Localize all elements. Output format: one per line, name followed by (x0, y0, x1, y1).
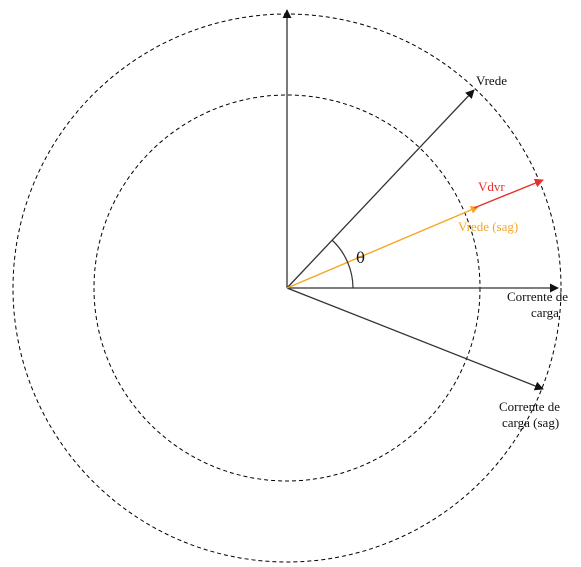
corrente-carga-sag-arrow (286, 287, 544, 391)
vdvr-label: Vdvr (478, 179, 505, 194)
theta-label: θ (356, 249, 365, 267)
vrede-label: Vrede (476, 73, 507, 88)
vrede-sag-arrow (286, 206, 479, 289)
vrede-arrow (286, 89, 475, 289)
corrente-carga-label-line2: carga (531, 305, 559, 320)
corrente-carga-label-line1: Corrente de (507, 289, 568, 304)
theta-arc (331, 239, 354, 289)
corrente-carga-sag-label-line1: Corrente de (499, 399, 560, 414)
vdvr-arrow (473, 178, 544, 209)
vrede-sag-label: Vrede (sag) (458, 219, 518, 234)
corrente-carga-sag-label-line2: carga (sag) (502, 415, 559, 430)
